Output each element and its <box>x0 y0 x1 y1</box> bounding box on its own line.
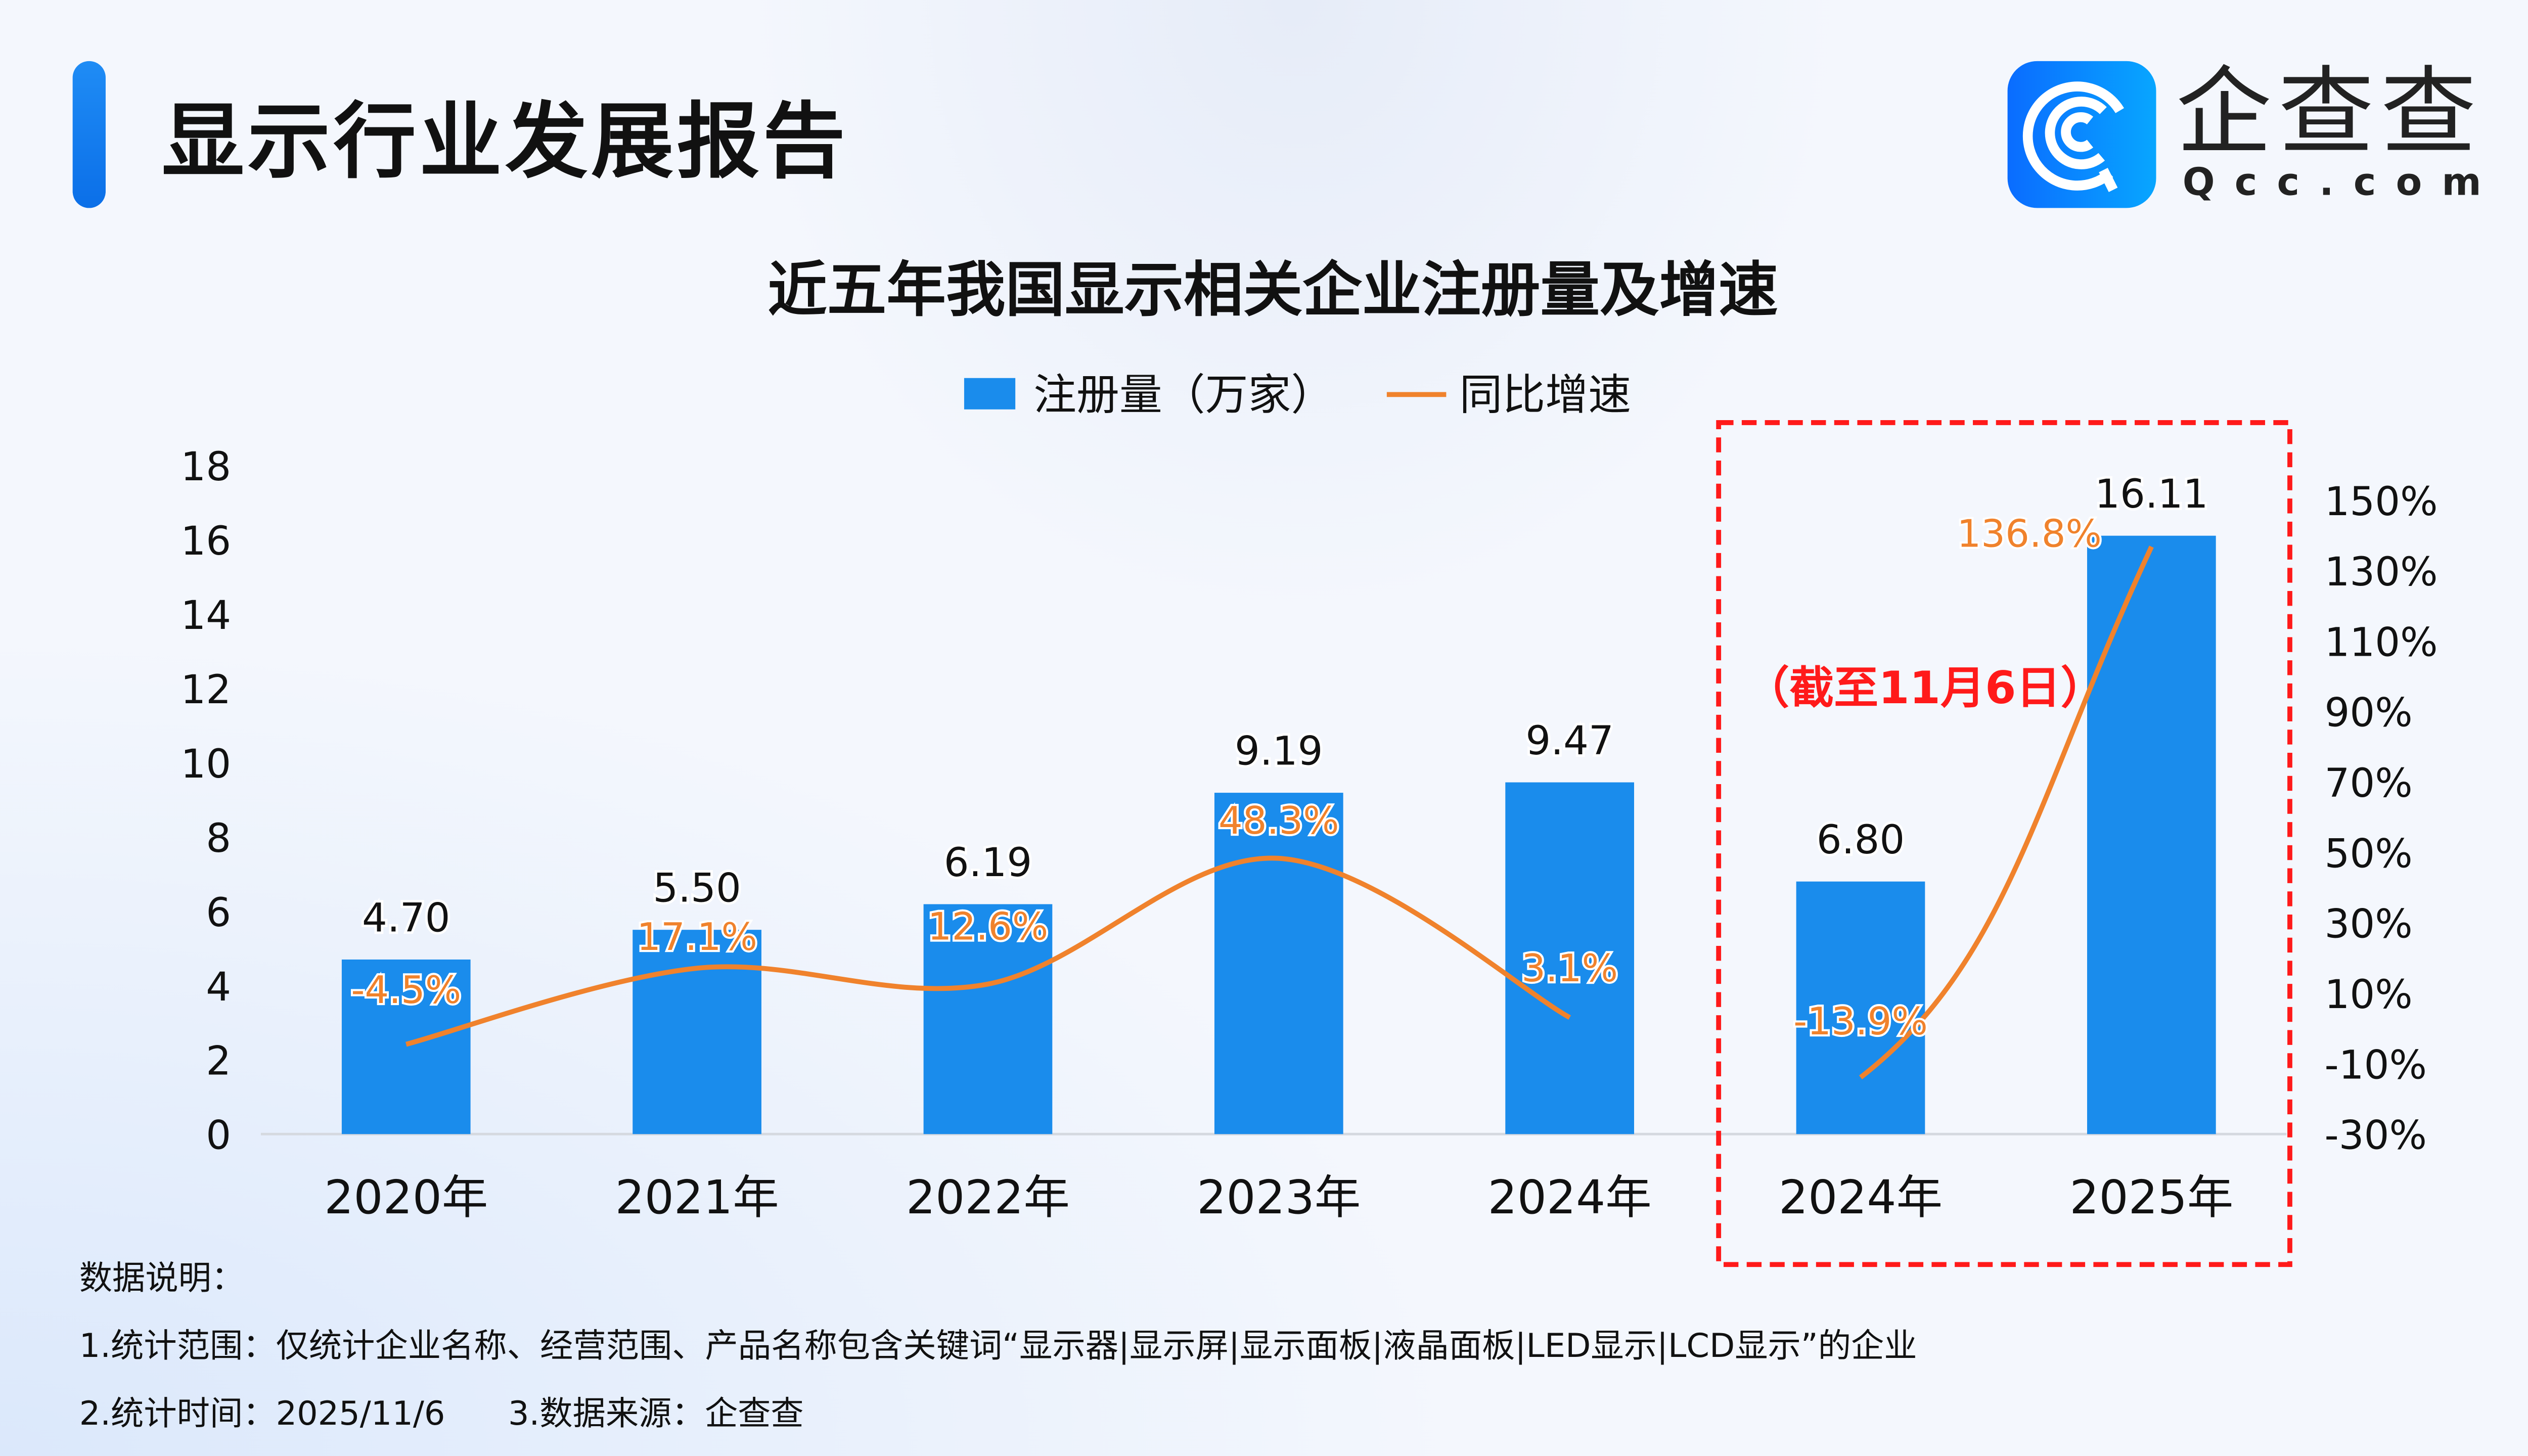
legend-bar-swatch <box>964 378 1016 410</box>
qcc-logo-icon <box>2007 61 2156 208</box>
y-right-tick-label: -30% <box>2325 1113 2427 1159</box>
bar <box>1214 793 1343 1134</box>
growth-rate-label: 3.1% <box>1521 946 1618 990</box>
legend: 注册量（万家） 同比增速 <box>964 370 1631 420</box>
y-right-tick-label: 90% <box>2325 690 2413 736</box>
growth-rate-label: 48.3% <box>1218 798 1339 843</box>
x-tick-label: 2021年 <box>615 1170 779 1224</box>
bar-value-label: 9.47 <box>1525 718 1613 764</box>
notes-heading: 数据说明： <box>79 1258 245 1298</box>
growth-rate-label: 136.8% <box>1957 511 2102 556</box>
page-title: 显示行业发展报告 <box>161 94 849 190</box>
y-left-tick-label: 8 <box>206 815 231 861</box>
bar-value-label: 9.19 <box>1235 729 1323 775</box>
x-tick-label: 2023年 <box>1197 1170 1361 1224</box>
x-tick-label: 2022年 <box>906 1170 1070 1224</box>
y-right-tick-label: 70% <box>2325 760 2413 806</box>
growth-line-segment <box>405 855 1571 1047</box>
y-right-tick-label: 30% <box>2325 901 2413 947</box>
chart-title: 近五年我国显示相关企业注册量及增速 <box>768 257 1778 326</box>
y-left-tick-label: 18 <box>180 444 231 490</box>
y-right-tick-label: -10% <box>2325 1042 2427 1088</box>
y-left-tick-label: 4 <box>206 964 231 1010</box>
y-left-tick-label: 2 <box>206 1038 231 1084</box>
x-tick-label: 2025年 <box>2069 1170 2233 1224</box>
legend-line-label: 同比增速 <box>1460 370 1632 420</box>
y-left-tick-label: 6 <box>206 890 231 936</box>
highlight-label: （截至11月6日） <box>1745 662 2105 714</box>
logo-text: 企查查 <box>2176 56 2484 169</box>
bar-value-label: 6.80 <box>1817 817 1905 863</box>
growth-line-segment <box>1859 545 2154 1079</box>
bar-value-label: 16.11 <box>2095 471 2208 517</box>
bar-value-label: 4.70 <box>362 895 450 941</box>
highlight-box <box>1716 420 2292 1267</box>
bar <box>633 930 761 1134</box>
title-accent-bar <box>72 61 106 208</box>
x-tick-label: 2024年 <box>1488 1170 1652 1224</box>
bar-value-label: 5.50 <box>653 866 741 912</box>
y-right-tick-label: 150% <box>2325 479 2438 525</box>
y-right-tick-label: 50% <box>2325 831 2413 877</box>
y-right-tick-label: 110% <box>2325 619 2438 665</box>
growth-rate-label: 17.1% <box>637 915 757 959</box>
bar <box>2087 535 2216 1134</box>
logo-domain: Qcc.com <box>2182 161 2501 205</box>
y-left-tick-label: 10 <box>180 741 231 787</box>
y-left-tick-label: 16 <box>180 518 231 564</box>
y-left-tick-label: 12 <box>180 667 231 713</box>
growth-rate-label: 12.6% <box>928 904 1049 948</box>
x-tick-label: 2024年 <box>1779 1170 1943 1224</box>
bar <box>1796 881 1925 1134</box>
x-tick-label: 2020年 <box>324 1170 488 1224</box>
y-left-tick-label: 14 <box>180 593 231 639</box>
bar <box>341 959 471 1134</box>
y-right-tick-label: 10% <box>2325 972 2413 1018</box>
bar-value-label: 6.19 <box>944 840 1032 886</box>
y-right-tick-label: 130% <box>2325 549 2438 595</box>
legend-bar-label: 注册量（万家） <box>1033 370 1334 420</box>
bar <box>1505 782 1634 1134</box>
y-left-tick-label: 0 <box>206 1113 231 1159</box>
notes-scope: 1.统计范围：仅统计企业名称、经营范围、产品名称包含关键词“显示器|显示屏|显示… <box>79 1326 1917 1366</box>
notes-time-source: 2.统计时间：2025/11/6 3.数据来源：企查查 <box>79 1393 804 1433</box>
growth-rate-label: -4.5% <box>351 968 461 1012</box>
growth-rate-label: -13.9% <box>1793 999 1928 1043</box>
bar <box>923 904 1053 1134</box>
